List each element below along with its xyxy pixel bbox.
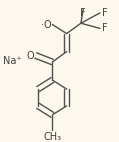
Text: F: F [102, 23, 108, 33]
Text: O: O [27, 51, 35, 60]
Text: Na⁺: Na⁺ [3, 56, 21, 66]
Text: F: F [80, 8, 86, 18]
Text: F: F [102, 8, 108, 18]
Text: ·O: ·O [41, 20, 51, 30]
Text: CH₃: CH₃ [43, 132, 61, 142]
